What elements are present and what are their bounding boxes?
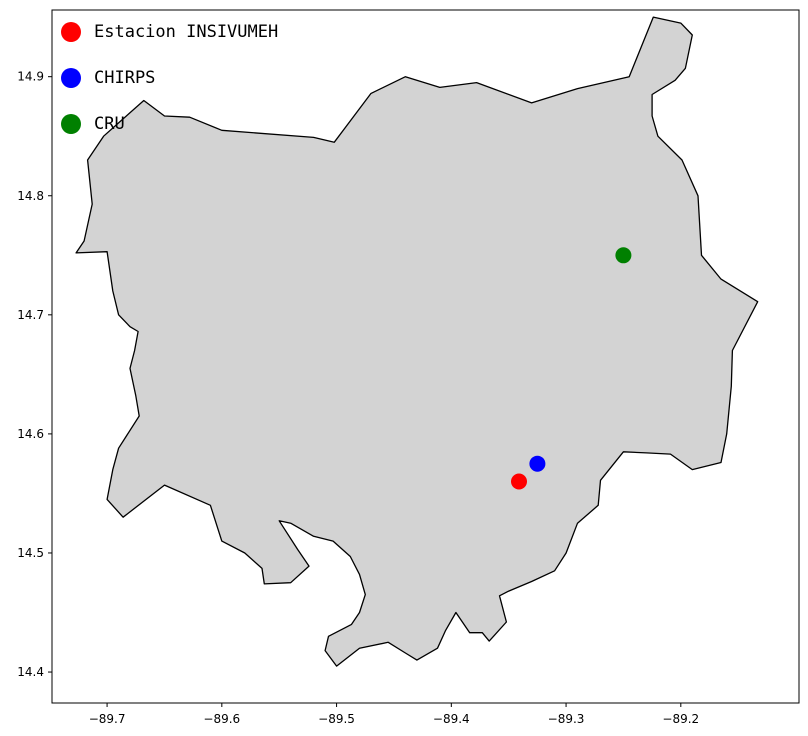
- y-tick-label: 14.8: [17, 189, 44, 203]
- legend: Estacion INSIVUMEH CHIRPS CRU: [61, 22, 278, 134]
- point-estacion-insivumeh: [511, 473, 527, 490]
- data-points: [511, 247, 632, 490]
- y-tick-label: 14.4: [17, 665, 44, 679]
- legend-marker: [61, 22, 81, 42]
- y-tick-label: 14.6: [17, 427, 44, 441]
- x-tick-label: −89.5: [318, 712, 355, 726]
- legend-label: CHIRPS: [94, 68, 155, 88]
- x-tick-label: −89.7: [89, 712, 126, 726]
- x-tick-label: −89.4: [433, 712, 470, 726]
- x-axis-ticks: −89.7 −89.6 −89.5 −89.4 −89.3 −89.2: [89, 703, 699, 726]
- x-tick-label: −89.6: [203, 712, 240, 726]
- x-tick-label: −89.2: [662, 712, 699, 726]
- point-cru: [615, 247, 632, 264]
- y-tick-label: 14.7: [17, 308, 44, 322]
- plot-frame: [51, 9, 800, 704]
- legend-label: Estacion INSIVUMEH: [94, 22, 278, 42]
- y-axis-ticks: 14.4 14.5 14.6 14.7 14.8 14.9: [17, 70, 52, 679]
- point-chirps: [529, 455, 546, 472]
- x-tick-label: −89.3: [548, 712, 585, 726]
- y-tick-label: 14.5: [17, 546, 44, 560]
- region-polygon: [75, 16, 759, 667]
- legend-marker: [61, 114, 81, 134]
- legend-label: CRU: [94, 114, 125, 134]
- legend-marker: [61, 68, 81, 88]
- y-tick-label: 14.9: [17, 70, 44, 84]
